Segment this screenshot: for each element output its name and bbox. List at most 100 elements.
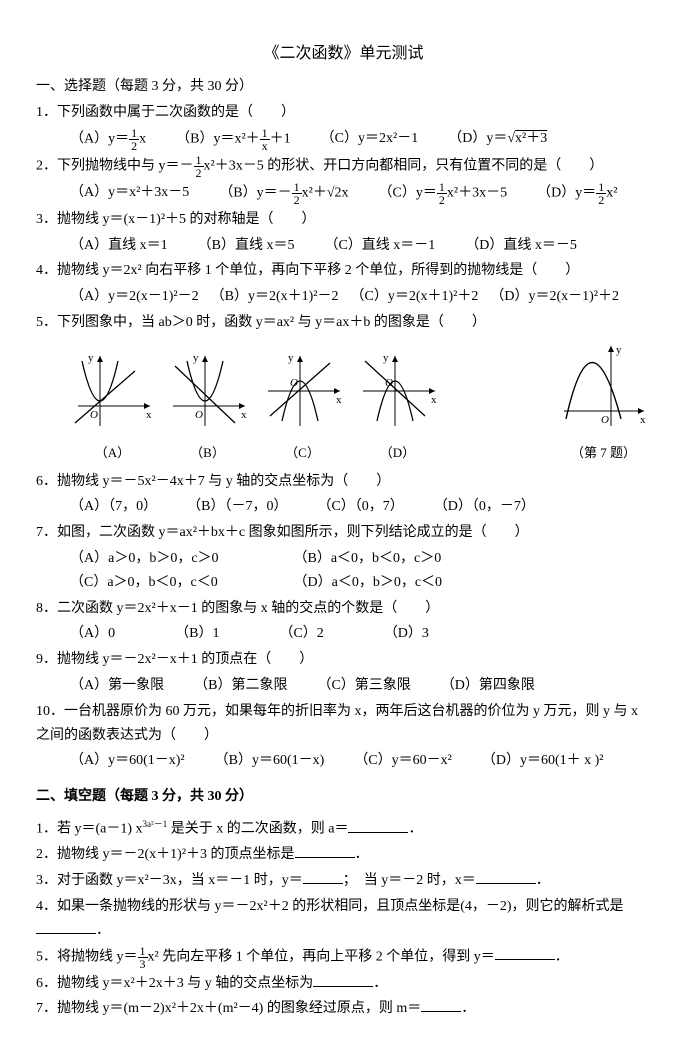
svg-text:x: x — [640, 414, 646, 426]
q10-options: （A）y＝60(1－x)² （B）y＝60(1－x) （C）y＝60－x² （D… — [36, 749, 651, 773]
blank-input[interactable] — [348, 818, 408, 833]
q5: 5．下列图象中，当 ab＞0 时，函数 y＝ax² 与 y＝ax＋b 的图象是（… — [36, 311, 651, 335]
blank-input[interactable] — [421, 997, 461, 1012]
q3-opt-d: （D）直线 x＝－5 — [465, 234, 577, 258]
q1: 1．下列函数中属于二次函数的是（ ） — [36, 101, 651, 125]
q9-opt-d: （D）第四象限 — [441, 674, 535, 698]
svg-text:x: x — [146, 409, 152, 421]
q7: 7．如图，二次函数 y＝ax²＋bx＋c 图象如图所示，则下列结论成立的是（ ） — [36, 521, 651, 545]
q7-opt-b: （B）a＜0，b＜0，c＞0 — [294, 551, 442, 566]
q8: 8．二次函数 y＝2x²＋x－1 的图象与 x 轴的交点的个数是（ ） — [36, 597, 651, 621]
svg-text:y: y — [88, 352, 94, 364]
fig-d: xyO （D） — [355, 351, 440, 464]
cap-7: （第 7 题） — [556, 442, 651, 464]
q4: 4．抛物线 y＝2x² 向右平移 1 个单位，再向下平移 2 个单位，所得到的抛… — [36, 259, 651, 283]
q1-opt-b: （B）y＝x²＋1x＋1 — [176, 127, 291, 152]
q9-opt-b: （B）第二象限 — [194, 674, 287, 698]
q1-options: （A）y＝12x （B）y＝x²＋1x＋1 （C）y＝2x²－1 （D）y＝√x… — [36, 127, 651, 152]
cap-b: （B） — [165, 442, 250, 464]
q3-options: （A）直线 x＝1 （B）直线 x＝5 （C）直线 x＝－1 （D）直线 x＝－… — [36, 234, 651, 258]
graph-q7-icon: x y O — [556, 341, 651, 431]
q9-opt-c: （C）第三象限 — [317, 674, 410, 698]
q9-options: （A）第一象限 （B）第二象限 （C）第三象限 （D）第四象限 — [36, 674, 651, 698]
q2: 2．下列抛物线中与 y＝－12x²＋3x－5 的形状、开口方向都相同，只有位置不… — [36, 154, 651, 179]
q3-opt-c: （C）直线 x＝－1 — [324, 234, 435, 258]
f7: 7．抛物线 y＝(m－2)x²＋2x＋(m²－4) 的图象经过原点，则 m＝． — [36, 997, 651, 1021]
q1-opt-c: （C）y＝2x²－1 — [321, 127, 419, 152]
q8-opt-c: （C）2 — [279, 622, 323, 646]
section-1-heading: 一、选择题（每题 3 分，共 30 分） — [36, 75, 651, 99]
blank-input[interactable] — [313, 972, 373, 987]
q6-opt-c: （C）（0，7） — [317, 495, 403, 519]
fig-b: x y O （B） — [165, 351, 250, 464]
q8-options: （A）0 （B）1 （C）2 （D）3 — [36, 622, 651, 646]
q8-opt-d: （D）3 — [384, 622, 429, 646]
q4-options: （A）y＝2(x－1)²－2 （B）y＝2(x＋1)²－2 （C）y＝2(x＋1… — [36, 285, 651, 309]
q7-options: （A）a＞0，b＞0，c＞0 （B）a＜0，b＜0，c＞0 （C）a＞0，b＜0… — [36, 547, 651, 595]
fig-a: x y O （A） — [70, 351, 155, 464]
cap-c: （C） — [260, 442, 345, 464]
q2-opt-d: （D）y＝12x² — [537, 181, 617, 206]
q10-opt-b: （B）y＝60(1－x) — [215, 749, 325, 773]
q8-opt-a: （A）0 — [70, 622, 115, 646]
svg-text:y: y — [288, 352, 294, 364]
q6-opt-b: （B）（－7，0） — [187, 495, 287, 519]
q2-options: （A）y＝x²＋3x－5 （B）y＝－12x²＋√2x （C）y＝12x²＋3x… — [36, 181, 651, 206]
svg-text:x: x — [431, 394, 437, 406]
cap-d: （D） — [355, 442, 440, 464]
blank-input[interactable] — [36, 919, 96, 934]
blank-input[interactable] — [495, 945, 555, 960]
blank-input[interactable] — [303, 869, 343, 884]
svg-text:x: x — [241, 409, 247, 421]
q10: 10．一台机器原价为 60 万元，如果每年的折旧率为 x，两年后这台机器的价位为… — [36, 700, 651, 748]
svg-text:y: y — [383, 352, 389, 364]
q4-opt-b: （B）y＝2(x＋1)²－2 — [211, 285, 339, 309]
svg-text:O: O — [195, 409, 203, 421]
graph-d-icon: xyO — [355, 351, 440, 431]
q8-opt-b: （B）1 — [175, 622, 219, 646]
q7-opt-d: （D）a＜0，b＞0，c＜0 — [294, 575, 443, 590]
cap-a: （A） — [70, 442, 155, 464]
q10-opt-a: （A）y＝60(1－x)² — [70, 749, 185, 773]
q3: 3．抛物线 y＝(x－1)²＋5 的对称轴是（ ） — [36, 208, 651, 232]
q2-opt-c: （C）y＝12x²＋3x－5 — [379, 181, 508, 206]
q5-figures: x y O （A） x y O （B） x y O （C） x y O — [36, 341, 651, 464]
q2-opt-b: （B）y＝－12x²＋√2x — [219, 181, 348, 206]
graph-a-icon: x y O — [70, 351, 155, 431]
q10-opt-d: （D）y＝60(1＋ x )² — [482, 749, 604, 773]
svg-text:O: O — [90, 409, 98, 421]
q7-opt-a: （A）a＞0，b＞0，c＞0 — [70, 547, 290, 571]
q9: 9．抛物线 y＝－2x²－x＋1 的顶点在（ ） — [36, 648, 651, 672]
q10-opt-c: （C）y＝60－x² — [354, 749, 452, 773]
q3-opt-b: （B）直线 x＝5 — [198, 234, 295, 258]
f3: 3．对于函数 y＝x²－3x，当 x＝－1 时，y＝； 当 y＝－2 时，x＝． — [36, 869, 651, 893]
q6-opt-d: （D）（0，－7） — [434, 495, 535, 519]
f1: 1．若 y＝(a－1) x3a²－1 是关于 x 的二次函数，则 a＝． — [36, 817, 651, 841]
q4-opt-d: （D）y＝2(x－1)²＋2 — [490, 285, 619, 309]
graph-b-icon: x y O — [165, 351, 250, 431]
blank-input[interactable] — [295, 843, 355, 858]
q2-opt-a: （A）y＝x²＋3x－5 — [70, 181, 189, 206]
q4-opt-a: （A）y＝2(x－1)²－2 — [70, 285, 199, 309]
page-title: 《二次函数》单元测试 — [36, 40, 651, 67]
f4: 4．如果一条抛物线的形状与 y＝－2x²＋2 的形状相同，且顶点坐标是(4，－2… — [36, 895, 651, 943]
f2: 2．抛物线 y＝－2(x＋1)²＋3 的顶点坐标是． — [36, 843, 651, 867]
q9-opt-a: （A）第一象限 — [70, 674, 164, 698]
q6: 6．抛物线 y＝－5x²－4x＋7 与 y 轴的交点坐标为（ ） — [36, 470, 651, 494]
f5: 5．将抛物线 y＝13x² 先向左平移 1 个单位，再向上平移 2 个单位，得到… — [36, 945, 651, 970]
q1-opt-d: （D）y＝√x²＋3 — [448, 127, 547, 152]
graph-c-icon: xyO — [260, 351, 345, 431]
section-2-heading: 二、填空题（每题 3 分，共 30 分） — [36, 785, 651, 809]
q6-options: （A）（7，0） （B）（－7，0） （C）（0，7） （D）（0，－7） — [36, 495, 651, 519]
svg-text:y: y — [616, 344, 622, 356]
q1-opt-a: （A）y＝12x — [70, 127, 146, 152]
svg-text:x: x — [336, 394, 342, 406]
blank-input[interactable] — [476, 869, 536, 884]
q7-opt-c: （C）a＞0，b＜0，c＜0 — [70, 571, 290, 595]
fig-c: xyO （C） — [260, 351, 345, 464]
q3-opt-a: （A）直线 x＝1 — [70, 234, 168, 258]
svg-text:y: y — [193, 352, 199, 364]
q6-opt-a: （A）（7，0） — [70, 495, 157, 519]
svg-text:O: O — [601, 414, 609, 426]
fig-7: x y O （第 7 题） — [556, 341, 651, 464]
